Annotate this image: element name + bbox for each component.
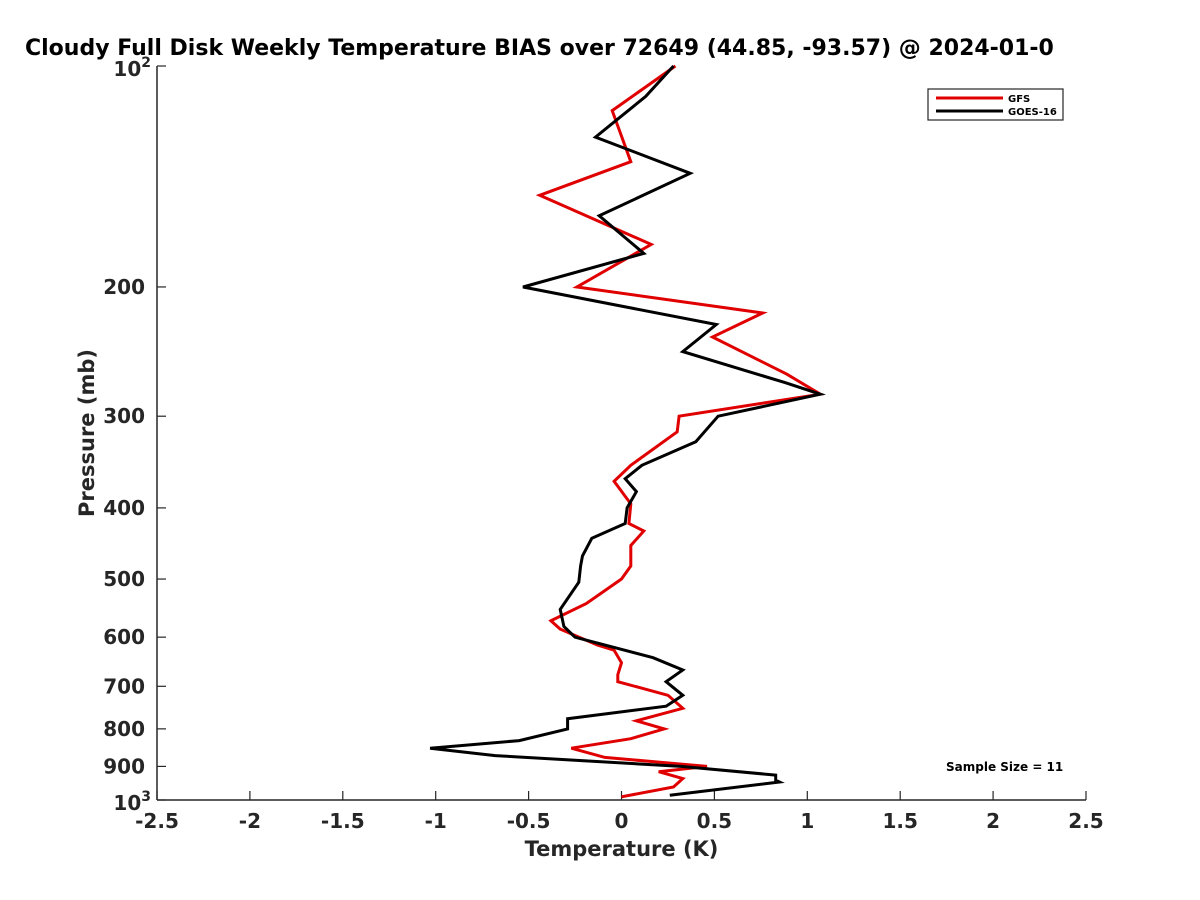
y-tick-label: 200 [103,275,145,299]
x-tick-label: 2.5 [1068,809,1103,833]
y-tick-label: 700 [103,674,145,698]
y-tick-label: 103 [113,789,151,815]
x-axis: -2.5 -2 -1.5 -1 -0.5 0 0.5 1 1.5 2 2.5 [135,791,1104,833]
x-tick-label: 0 [615,809,629,833]
x-tick-label: -0.5 [507,809,551,833]
series-line-gfs [535,64,825,799]
y-tick-label: 800 [103,717,145,741]
y-tick-label-exponent: 3 [141,789,151,805]
y-tick-label: 600 [103,625,145,649]
x-tick-label: 1 [800,809,814,833]
x-tick-label: -1.5 [321,809,365,833]
series-line-goes-16 [429,64,827,797]
series-layer [429,64,827,799]
y-tick-label: 900 [103,754,145,778]
x-tick-label: 1.5 [882,809,917,833]
plot-area [156,66,1086,801]
chart-title: Cloudy Full Disk Weekly Temperature BIAS… [25,36,1054,61]
y-tick-label: 400 [103,496,145,520]
y-axis-label: Pressure (mb) [75,349,99,517]
sample-size-annotation: Sample Size = 11 [946,760,1063,774]
legend: GFS GOES-16 [927,88,1064,121]
legend-label: GOES-16 [1008,107,1057,118]
y-tick-label: 102 [113,55,151,81]
x-tick-label: -2 [239,809,261,833]
y-tick-label-base: 10 [113,57,141,81]
y-tick-label-exponent: 2 [141,55,151,71]
x-axis-label: Temperature (K) [525,837,719,861]
legend-box [927,88,1064,121]
y-tick-label: 500 [103,567,145,591]
x-tick-label: 2 [986,809,1000,833]
x-tick-label: -1 [425,809,447,833]
y-tick-label: 300 [103,404,145,428]
y-tick-label-base: 10 [113,791,141,815]
x-tick-label: 0.5 [697,809,732,833]
x-tick-label: -2.5 [135,809,179,833]
legend-label: GFS [1008,94,1030,105]
